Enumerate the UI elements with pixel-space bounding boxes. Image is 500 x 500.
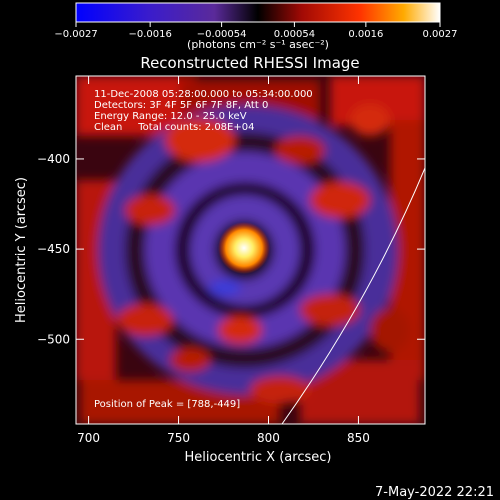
- x-axis-label: Heliocentric X (arcsec): [185, 450, 332, 465]
- colorbar: [76, 3, 440, 22]
- colorbar-tick-label: 0.0027: [423, 29, 458, 40]
- x-tick-label: 750: [167, 431, 190, 445]
- y-tick-label: −450: [37, 242, 70, 256]
- colorbar-tick-label: 0.00054: [274, 29, 315, 40]
- colorbar-tick-label: 0.0016: [348, 29, 383, 40]
- annotation-block: 11-Dec-2008 05:28:00.000 to 05:34:00.000…: [94, 89, 313, 133]
- colorbar-tick-label: −0.00054: [197, 29, 247, 40]
- x-tick-label: 700: [77, 431, 100, 445]
- annotation-detectors: Detectors: 3F 4F 5F 6F 7F 8F, Att 0: [94, 100, 268, 111]
- x-axis-ticks: 700 750 800 850: [77, 76, 370, 445]
- annotation-energy-range: Energy Range: 12.0 - 25.0 keV: [94, 111, 247, 122]
- annotation-time-range: 11-Dec-2008 05:28:00.000 to 05:34:00.000: [94, 89, 313, 100]
- colorbar-tick-label: −0.0016: [128, 29, 171, 40]
- x-tick-label: 800: [257, 431, 280, 445]
- colorbar-tick-label: −0.0027: [54, 29, 97, 40]
- plot-frame: [75, 75, 426, 425]
- y-axis-ticks: −400 −450 −500: [37, 152, 425, 346]
- x-tick-label: 850: [347, 431, 370, 445]
- heatmap-image: [76, 76, 425, 424]
- colorbar-ticks: −0.0027 −0.0016 −0.00054 0.00054 0.0016 0.002…: [54, 22, 458, 40]
- y-tick-label: −500: [37, 332, 70, 346]
- chart-title: Reconstructed RHESSI Image: [140, 54, 359, 72]
- y-axis-label: Heliocentric Y (arcsec): [14, 177, 29, 323]
- annotation-counts: Clean Total counts: 2.08E+04: [94, 122, 254, 133]
- y-tick-label: −400: [37, 152, 70, 166]
- solar-limb: [281, 167, 425, 424]
- peak-position-label: Position of Peak = [788,-449]: [94, 399, 240, 410]
- colorbar-unit-label: (photons cm⁻² s⁻¹ asec⁻²): [187, 38, 329, 51]
- footer-date: 7-May-2022 22:21: [375, 485, 494, 500]
